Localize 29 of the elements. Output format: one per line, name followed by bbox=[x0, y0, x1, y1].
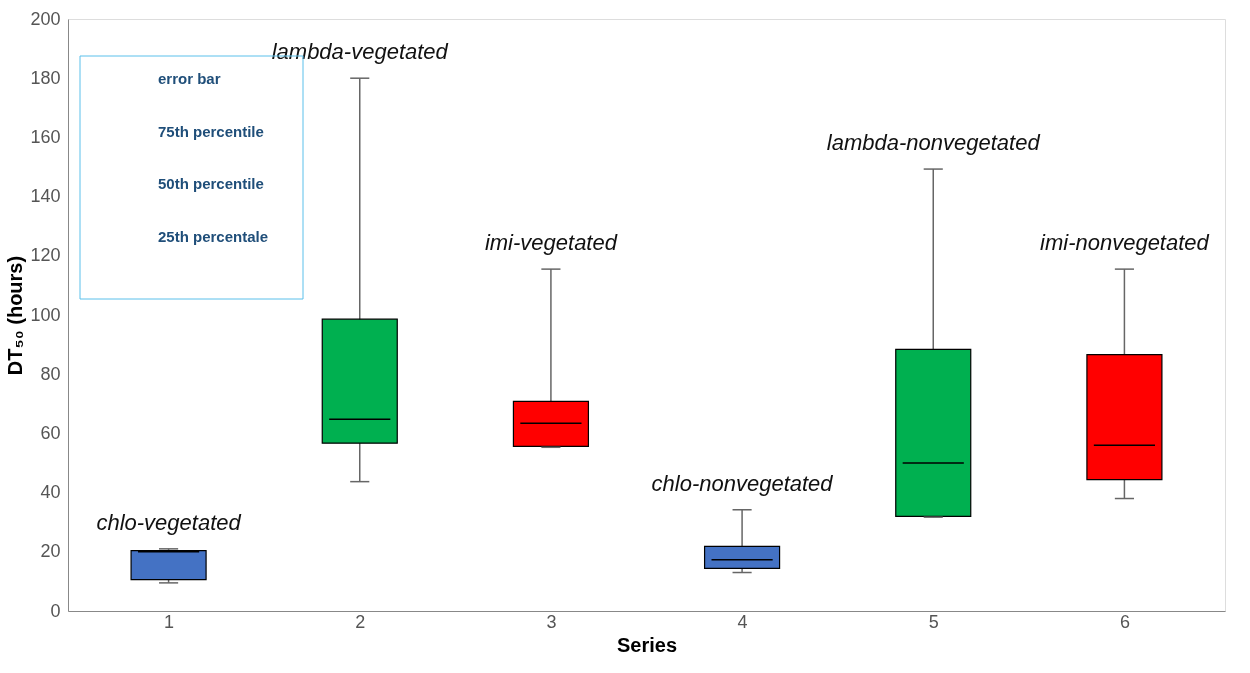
y-tick-label: 100 bbox=[30, 304, 61, 325]
annotation: chlo-nonvegetated bbox=[651, 470, 834, 496]
y-tick-label: 120 bbox=[30, 245, 61, 266]
x-tick-label: 2 bbox=[355, 611, 366, 632]
x-tick-label: 5 bbox=[928, 611, 939, 632]
y-tick-label: 160 bbox=[30, 126, 61, 147]
x-tick-label: 1 bbox=[164, 611, 175, 632]
x-tick-label: 4 bbox=[737, 611, 748, 632]
annotation: chlo-vegetated bbox=[96, 509, 242, 535]
annotation: 25th percentale bbox=[158, 227, 269, 245]
annotation: imi-vegetated bbox=[484, 230, 618, 256]
y-tick-label: 200 bbox=[30, 8, 61, 29]
y-axis-title: DT₅₀ (hours) bbox=[4, 255, 27, 376]
annotation: 75th percentile bbox=[158, 122, 264, 140]
y-tick-label: 180 bbox=[30, 67, 61, 88]
annotation: imi-nonvegetated bbox=[1040, 230, 1210, 256]
y-tick-label: 80 bbox=[40, 363, 61, 384]
x-tick-label: 6 bbox=[1119, 611, 1130, 632]
annotation: error bar bbox=[158, 70, 221, 87]
y-tick-label: 60 bbox=[40, 422, 61, 443]
annotation: lambda-nonvegetated bbox=[826, 130, 1041, 156]
y-tick-label: 40 bbox=[40, 482, 61, 503]
y-tick-label: 140 bbox=[30, 186, 61, 207]
annotation: 50th percentile bbox=[158, 175, 264, 192]
x-axis-title: Series bbox=[616, 633, 678, 656]
annotation: lambda-vegetated bbox=[271, 39, 449, 65]
x-tick-label: 3 bbox=[546, 611, 557, 632]
y-tick-label: 0 bbox=[50, 600, 61, 621]
y-tick-label: 20 bbox=[40, 541, 61, 562]
